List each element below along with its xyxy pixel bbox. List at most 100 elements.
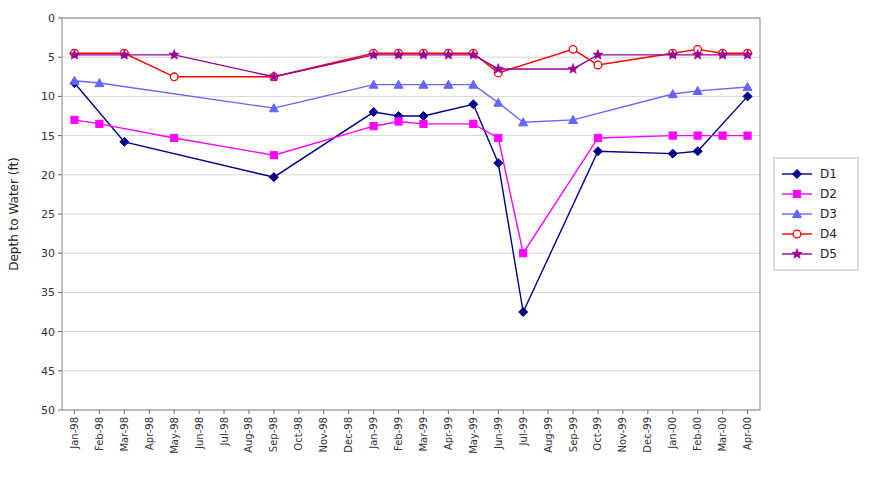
- y-tick: [58, 57, 62, 58]
- point: [444, 80, 453, 88]
- point: [470, 120, 477, 127]
- point: [743, 92, 752, 101]
- x-tick: [448, 410, 449, 414]
- x-tick: [74, 410, 75, 414]
- grid-line: [62, 292, 760, 293]
- x-tick-label: Apr-99: [443, 417, 454, 450]
- y-tick-label: 20: [41, 169, 55, 182]
- legend-marker: [793, 230, 801, 238]
- series: [69, 49, 752, 81]
- point: [693, 49, 703, 59]
- grid-line: [62, 96, 760, 97]
- x-tick: [273, 410, 274, 414]
- x-tick-label: Aug-99: [543, 417, 554, 453]
- x-tick: [622, 410, 623, 414]
- point: [594, 134, 601, 141]
- point: [443, 49, 453, 59]
- legend-marker: [792, 249, 802, 259]
- x-tick-label: Apr-00: [742, 417, 753, 450]
- x-tick: [473, 410, 474, 414]
- x-tick-label: Jul-98: [219, 417, 230, 446]
- grid: [62, 18, 760, 410]
- y-tick-label: 15: [41, 130, 55, 143]
- point: [668, 49, 678, 59]
- y-tick: [58, 96, 62, 97]
- point: [395, 118, 402, 125]
- x-tick: [523, 410, 524, 414]
- point: [169, 49, 179, 59]
- point: [369, 80, 378, 88]
- x-tick: [124, 410, 125, 414]
- grid-line: [62, 370, 760, 371]
- point: [368, 49, 378, 59]
- x-tick-label: Mar-00: [717, 417, 728, 452]
- grid-line: [62, 253, 760, 254]
- x-tick: [672, 410, 673, 414]
- x-tick-label: Feb-00: [692, 417, 703, 451]
- x-tick: [199, 410, 200, 414]
- x-tick: [348, 410, 349, 414]
- point: [742, 49, 752, 59]
- point: [568, 64, 578, 74]
- series: [71, 46, 752, 81]
- point: [669, 132, 676, 139]
- point: [419, 112, 428, 121]
- point: [69, 49, 79, 59]
- x-tick-label: Jun-98: [194, 417, 205, 450]
- legend-label: D4: [820, 227, 837, 241]
- y-tick: [58, 135, 62, 136]
- point: [593, 147, 602, 156]
- x-tick-label: Jan-98: [69, 417, 80, 450]
- point: [594, 61, 602, 69]
- series-line: [74, 83, 747, 312]
- series: [70, 79, 752, 317]
- point: [171, 134, 178, 141]
- x-tick: [647, 410, 648, 414]
- point: [717, 49, 727, 59]
- point: [270, 152, 277, 159]
- legend-marker: [793, 210, 802, 218]
- legend-label: D2: [820, 187, 837, 201]
- point: [468, 49, 478, 59]
- point: [694, 132, 701, 139]
- chart: 05101520253035404550Jan-98Feb-98Mar-98Ap…: [0, 0, 872, 483]
- x-tick: [573, 410, 574, 414]
- point: [693, 147, 702, 156]
- point: [668, 149, 677, 158]
- y-tick-label: 35: [41, 286, 55, 299]
- x-tick: [697, 410, 698, 414]
- x-tick-label: Jan-00: [667, 417, 678, 450]
- x-tick-label: Aug-98: [243, 417, 254, 453]
- legend-marker: [793, 170, 802, 179]
- point: [419, 80, 428, 88]
- point: [495, 134, 502, 141]
- y-tick: [58, 214, 62, 215]
- point: [520, 250, 527, 257]
- y-tick: [58, 292, 62, 293]
- point: [719, 132, 726, 139]
- y-tick: [58, 174, 62, 175]
- legend-label: D5: [820, 247, 837, 261]
- point: [393, 49, 403, 59]
- legend-label: D1: [820, 167, 837, 181]
- point: [519, 308, 528, 317]
- point: [119, 49, 129, 59]
- x-tick: [548, 410, 549, 414]
- y-tick-label: 40: [41, 326, 55, 339]
- y-tick: [58, 410, 62, 411]
- point: [593, 49, 603, 59]
- point: [71, 116, 78, 123]
- x-tick-label: Jul-99: [518, 417, 529, 446]
- point: [120, 137, 129, 146]
- point: [668, 90, 677, 98]
- x-tick: [498, 410, 499, 414]
- series-line: [74, 81, 747, 123]
- point: [70, 76, 79, 84]
- x-tick-label: May-98: [169, 417, 180, 454]
- x-tick-label: Apr-98: [144, 417, 155, 450]
- point: [469, 100, 478, 109]
- x-tick-label: Feb-98: [94, 417, 105, 451]
- x-tick: [298, 410, 299, 414]
- point: [269, 104, 278, 112]
- x-tick-label: Nov-98: [318, 417, 329, 453]
